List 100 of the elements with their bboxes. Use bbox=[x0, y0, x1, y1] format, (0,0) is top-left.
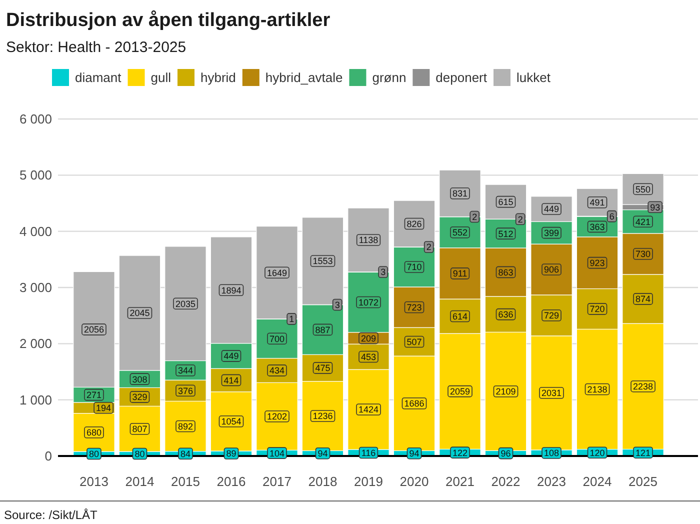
data-label: 892 bbox=[178, 421, 193, 432]
x-tick-label: 2018 bbox=[308, 474, 338, 489]
source-note: Source: /Sikt/LÅT bbox=[4, 508, 98, 522]
data-label: 2045 bbox=[130, 308, 150, 318]
x-tick-label: 2014 bbox=[125, 474, 154, 489]
data-label: 550 bbox=[636, 184, 651, 194]
data-label: 94 bbox=[318, 448, 328, 459]
legend-label: hybrid_avtale bbox=[265, 70, 343, 85]
data-label: 89 bbox=[226, 448, 236, 459]
y-tick-label: 0 bbox=[44, 448, 52, 464]
data-label: 2138 bbox=[587, 384, 608, 394]
y-tick-label: 1 000 bbox=[19, 392, 52, 408]
legend-label: hybrid bbox=[200, 70, 236, 85]
data-label: 84 bbox=[180, 448, 190, 459]
data-label: 720 bbox=[590, 304, 605, 314]
data-label: 96 bbox=[500, 448, 511, 459]
x-tick-label: 2020 bbox=[400, 474, 429, 489]
y-tick-label: 2 000 bbox=[19, 336, 52, 352]
data-label: 1236 bbox=[312, 411, 333, 422]
data-label: 2 bbox=[426, 242, 432, 252]
data-label: 449 bbox=[544, 204, 560, 214]
data-label: 729 bbox=[544, 310, 560, 321]
data-label: 680 bbox=[86, 428, 102, 438]
x-tick-label: 2023 bbox=[537, 474, 566, 489]
data-label: 434 bbox=[269, 366, 285, 376]
x-tick-label: 2017 bbox=[262, 474, 292, 489]
x-tick-label: 2013 bbox=[80, 474, 108, 489]
data-label: 363 bbox=[590, 222, 605, 232]
data-label: 923 bbox=[590, 258, 605, 268]
data-label: 826 bbox=[406, 218, 422, 229]
data-label: 6 bbox=[609, 212, 614, 222]
data-label: 1553 bbox=[312, 256, 333, 266]
data-label: 376 bbox=[178, 386, 193, 396]
data-label: 614 bbox=[452, 311, 468, 322]
data-label: 2056 bbox=[84, 324, 104, 335]
data-label: 3 bbox=[334, 300, 340, 310]
data-label: 209 bbox=[360, 333, 376, 344]
data-label: 863 bbox=[498, 267, 514, 278]
y-tick-label: 3 000 bbox=[19, 280, 52, 295]
data-label: 453 bbox=[360, 352, 376, 362]
data-label: 807 bbox=[132, 424, 148, 434]
data-label: 700 bbox=[269, 334, 285, 344]
data-label: 2238 bbox=[633, 382, 654, 392]
data-label: 1686 bbox=[404, 398, 424, 409]
data-label: 1894 bbox=[221, 285, 242, 296]
legend-label: diamant bbox=[75, 70, 122, 85]
data-label: 723 bbox=[406, 302, 422, 312]
data-label: 1202 bbox=[266, 412, 288, 422]
data-label: 887 bbox=[315, 324, 330, 335]
data-label: 475 bbox=[315, 363, 330, 374]
data-label: 906 bbox=[544, 264, 560, 275]
data-label: 710 bbox=[406, 262, 422, 272]
data-label: 449 bbox=[224, 351, 239, 362]
data-label: 94 bbox=[409, 448, 420, 459]
data-label: 122 bbox=[452, 448, 468, 458]
x-tick-label: 2022 bbox=[491, 474, 520, 489]
x-tick-label: 2019 bbox=[354, 474, 383, 489]
data-label: 615 bbox=[498, 197, 514, 208]
legend-label: grønn bbox=[372, 70, 406, 85]
data-label: 831 bbox=[452, 188, 468, 199]
data-label: 507 bbox=[406, 336, 422, 347]
data-label: 308 bbox=[132, 374, 148, 384]
data-label: 3 bbox=[380, 267, 386, 278]
x-tick-label: 2021 bbox=[446, 474, 474, 489]
data-label: 1054 bbox=[221, 416, 242, 427]
y-tick-label: 6 000 bbox=[19, 112, 52, 126]
chart-subtitle: Sektor: Health - 2013-2025 bbox=[6, 39, 186, 56]
legend-label: lukket bbox=[516, 70, 551, 85]
data-label: 414 bbox=[224, 375, 239, 386]
data-label: 2059 bbox=[450, 386, 470, 397]
data-label: 121 bbox=[636, 448, 651, 458]
data-label: 1424 bbox=[358, 404, 379, 415]
data-label: 636 bbox=[498, 309, 514, 320]
data-label: 552 bbox=[452, 228, 468, 238]
data-label: 2 bbox=[472, 212, 478, 222]
y-tick-label: 5 000 bbox=[19, 168, 52, 183]
data-label: 491 bbox=[590, 198, 605, 208]
data-label: 911 bbox=[452, 268, 468, 279]
data-label: 329 bbox=[132, 392, 148, 402]
x-tick-label: 2015 bbox=[171, 474, 200, 489]
legend-label: deponert bbox=[436, 70, 488, 85]
legend-label: gull bbox=[150, 70, 172, 85]
data-label: 93 bbox=[650, 202, 660, 212]
chart-title: Distribusjon av åpen tilgang-artikler bbox=[6, 10, 331, 31]
data-label: 1 bbox=[289, 314, 294, 324]
data-label: 2035 bbox=[175, 298, 196, 309]
data-label: 2109 bbox=[496, 386, 516, 397]
x-tick-label: 2024 bbox=[582, 474, 612, 489]
data-label: 1649 bbox=[266, 268, 288, 278]
data-label: 2031 bbox=[542, 388, 562, 398]
data-label: 194 bbox=[96, 403, 112, 414]
data-label: 421 bbox=[636, 216, 651, 227]
data-label: 730 bbox=[636, 249, 651, 260]
y-tick-label: 4 000 bbox=[19, 224, 52, 239]
data-label: 1138 bbox=[358, 235, 378, 246]
data-label: 399 bbox=[544, 228, 560, 238]
data-label: 2 bbox=[518, 214, 523, 224]
data-label: 344 bbox=[178, 366, 193, 376]
data-label: 874 bbox=[636, 294, 651, 304]
x-tick-label: 2016 bbox=[216, 474, 246, 489]
